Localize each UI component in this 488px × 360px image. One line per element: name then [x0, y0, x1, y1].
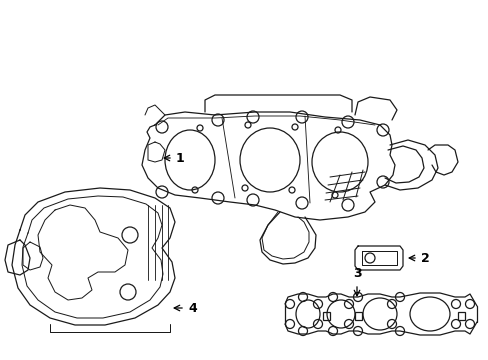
- Text: 2: 2: [420, 252, 429, 265]
- Text: 4: 4: [187, 302, 196, 315]
- Bar: [354, 312, 361, 320]
- Text: 1: 1: [176, 152, 184, 165]
- Bar: [457, 312, 464, 320]
- Text: 3: 3: [352, 267, 361, 280]
- Bar: [323, 312, 329, 320]
